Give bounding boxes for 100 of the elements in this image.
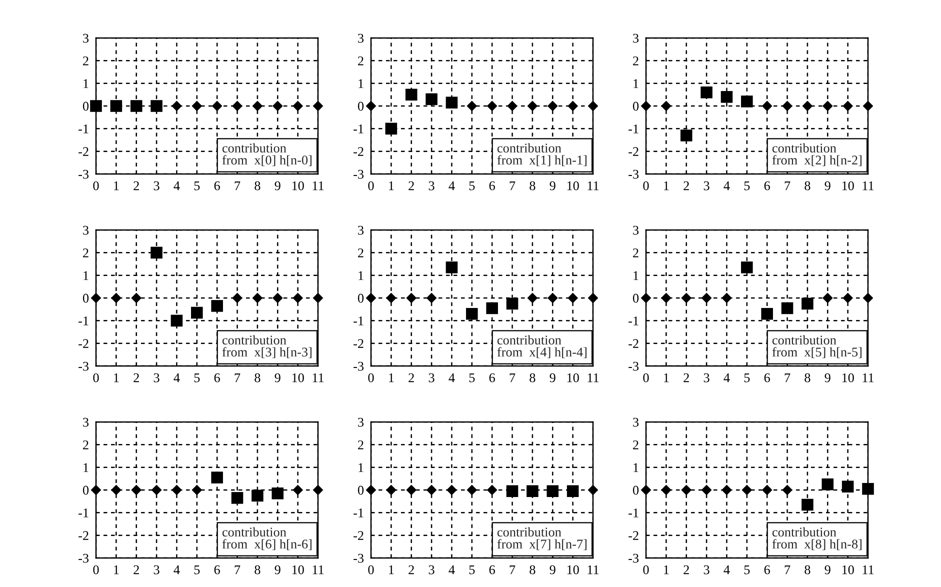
point bbox=[426, 93, 438, 106]
annotation: contribution from x[6] h[n-6] bbox=[222, 527, 312, 550]
point bbox=[366, 292, 376, 304]
y-tick-label: 3 bbox=[83, 418, 89, 427]
x-tick-label: 9 bbox=[274, 181, 280, 190]
point bbox=[486, 100, 498, 112]
point bbox=[588, 100, 598, 112]
y-tick-label: -2 bbox=[354, 147, 364, 156]
x-tick-label: 11 bbox=[862, 565, 874, 574]
x-tick-label: 0 bbox=[643, 565, 649, 574]
point bbox=[802, 498, 814, 511]
annotation: contribution from x[8] h[n-8] bbox=[772, 527, 862, 550]
point bbox=[720, 91, 733, 103]
x-tick-label: 1 bbox=[114, 373, 119, 382]
point bbox=[681, 292, 692, 304]
y-tick-label: 3 bbox=[633, 226, 639, 235]
point bbox=[527, 100, 538, 112]
point bbox=[781, 302, 794, 314]
x-tick-label: 8 bbox=[804, 373, 810, 382]
x-tick-label: 9 bbox=[550, 373, 556, 382]
x-tick-label: 0 bbox=[368, 565, 374, 574]
point bbox=[90, 292, 102, 304]
x-tick-label: 3 bbox=[154, 565, 160, 574]
y-tick-label: -3 bbox=[78, 554, 89, 563]
point bbox=[761, 308, 773, 320]
point bbox=[862, 292, 874, 304]
x-tick-label: 6 bbox=[214, 373, 220, 382]
x-tick-label: 10 bbox=[842, 181, 854, 190]
point bbox=[506, 298, 518, 310]
x-tick-label: 7 bbox=[510, 565, 516, 574]
x-tick-label: 8 bbox=[530, 373, 536, 382]
x-tick-label: 0 bbox=[93, 181, 99, 190]
point bbox=[762, 484, 772, 496]
x-tick-label: 10 bbox=[842, 565, 854, 574]
y-tick-label: 1 bbox=[634, 79, 638, 88]
annotation: contribution from x[1] h[n-1] bbox=[497, 143, 586, 166]
x-tick-label: 5 bbox=[744, 565, 750, 574]
point bbox=[252, 292, 263, 304]
y-tick-label: 1 bbox=[84, 463, 88, 472]
x-tick-label: 10 bbox=[567, 373, 579, 382]
y-tick-label: 3 bbox=[633, 418, 639, 427]
point bbox=[741, 262, 753, 274]
y-tick-label: 3 bbox=[358, 34, 364, 43]
x-tick-label: 2 bbox=[134, 373, 139, 382]
y-tick-label: -1 bbox=[78, 316, 88, 326]
x-tick-label: 11 bbox=[588, 181, 599, 190]
point bbox=[192, 484, 202, 496]
x-tick-label: 3 bbox=[428, 181, 434, 190]
y-tick-label: 2 bbox=[633, 56, 638, 66]
x-tick-label: 8 bbox=[530, 565, 536, 574]
x-tick-label: 1 bbox=[389, 565, 394, 574]
x-tick-label: 10 bbox=[292, 373, 304, 382]
point bbox=[660, 292, 672, 304]
x-tick-label: 6 bbox=[214, 565, 220, 574]
y-tick-label: -3 bbox=[354, 362, 364, 371]
annotation: contribution from x[3] h[n-3] bbox=[222, 335, 312, 358]
point bbox=[466, 308, 478, 320]
y-tick-label: -1 bbox=[78, 124, 88, 134]
x-tick-label: 5 bbox=[469, 181, 475, 190]
x-tick-label: 11 bbox=[862, 373, 874, 382]
x-tick-label: 7 bbox=[784, 181, 790, 190]
y-tick-label: 0 bbox=[82, 486, 89, 495]
x-tick-label: 8 bbox=[254, 373, 260, 382]
y-tick-label: -1 bbox=[78, 508, 88, 518]
y-tick-label: 3 bbox=[633, 34, 639, 43]
point bbox=[312, 484, 324, 496]
point bbox=[722, 484, 732, 496]
y-tick-label: -1 bbox=[628, 508, 638, 518]
point bbox=[386, 292, 396, 304]
point bbox=[802, 100, 813, 112]
x-tick-label: 7 bbox=[234, 181, 240, 190]
x-tick-label: 5 bbox=[194, 565, 200, 574]
point bbox=[131, 292, 142, 304]
point bbox=[782, 100, 792, 112]
point bbox=[312, 292, 324, 304]
x-tick-label: 7 bbox=[234, 373, 240, 382]
y-tick-label: 3 bbox=[358, 418, 364, 427]
x-tick-label: 2 bbox=[408, 373, 414, 382]
x-tick-label: 6 bbox=[489, 565, 495, 574]
x-tick-label: 5 bbox=[744, 181, 750, 190]
x-tick-label: 3 bbox=[428, 373, 434, 382]
x-tick-label: 11 bbox=[862, 181, 874, 190]
x-tick-label: 2 bbox=[408, 565, 414, 574]
point bbox=[172, 484, 182, 496]
x-tick-label: 5 bbox=[469, 565, 475, 574]
y-tick-label: 0 bbox=[632, 102, 639, 111]
x-tick-label: 9 bbox=[550, 181, 556, 190]
x-tick-label: 3 bbox=[154, 181, 160, 190]
x-tick-label: 9 bbox=[824, 373, 830, 382]
x-tick-label: 5 bbox=[194, 181, 200, 190]
x-tick-label: 6 bbox=[489, 181, 495, 190]
y-tick-label: 0 bbox=[632, 486, 639, 495]
point bbox=[842, 100, 854, 112]
y-tick-label: 1 bbox=[634, 271, 638, 280]
x-tick-label: 0 bbox=[93, 373, 99, 382]
x-tick-label: 3 bbox=[154, 373, 160, 382]
point bbox=[822, 292, 833, 304]
y-tick-label: -3 bbox=[628, 362, 639, 371]
point bbox=[742, 484, 752, 496]
point bbox=[507, 100, 518, 112]
